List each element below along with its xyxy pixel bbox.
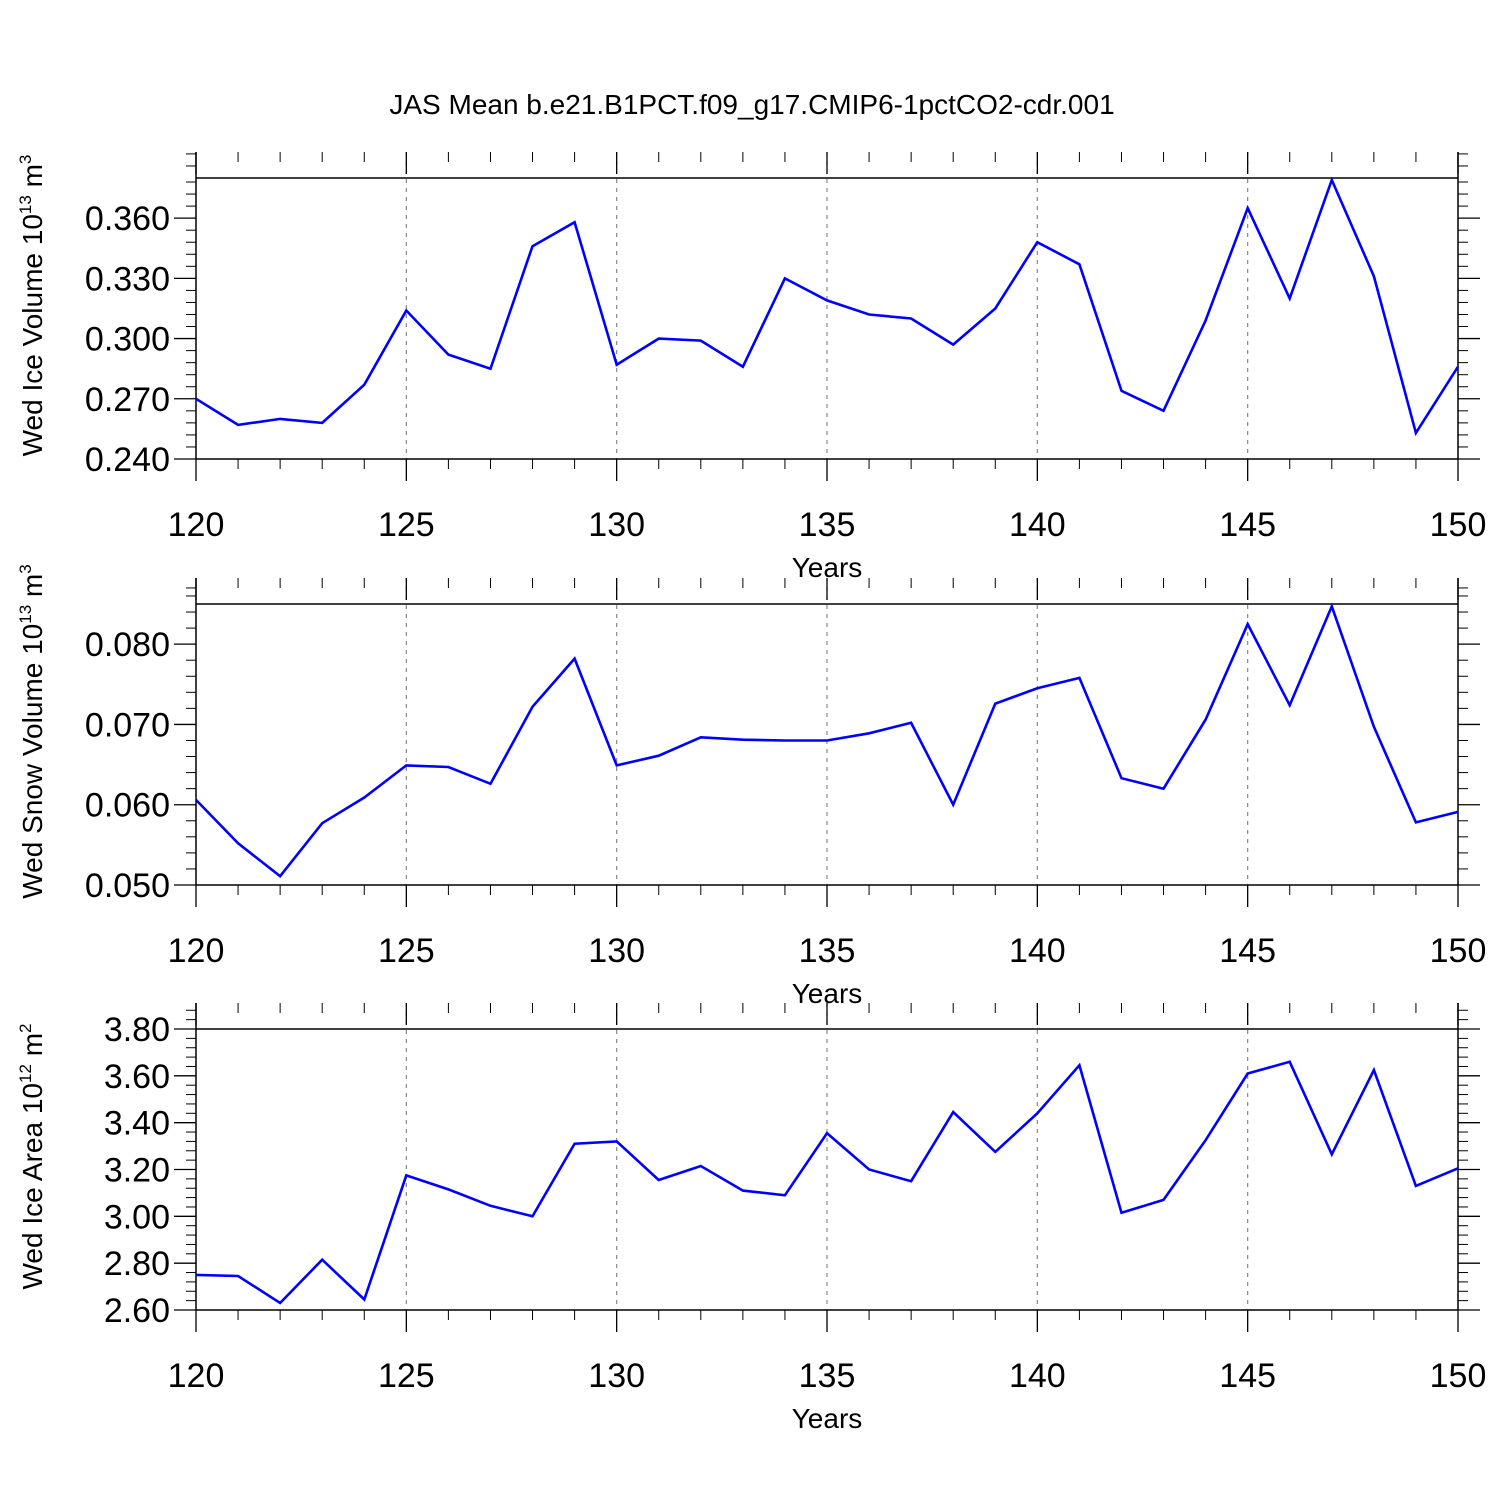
panel-3: 2.60 2.80 3.00 3.20 3.40 3.60 3.80 120 125 130 135… <box>16 1003 1486 1434</box>
x-tick-label: 130 <box>588 932 645 970</box>
x-tick-label: 120 <box>168 932 225 970</box>
x-tick-label: 150 <box>1430 506 1487 544</box>
x-tick-label: 145 <box>1219 1357 1276 1395</box>
y-tick-label: 3.00 <box>104 1198 170 1236</box>
y-tick-label: 0.270 <box>85 381 170 419</box>
series-line <box>196 606 1458 876</box>
x-tick-label: 135 <box>799 932 856 970</box>
x-axis-title: Years <box>792 1403 863 1434</box>
x-tick-label: 140 <box>1009 506 1066 544</box>
panels: 0.240 0.270 0.300 0.330 0.360 120 125 130 135 140… <box>16 152 1486 1434</box>
x-tick-label: 140 <box>1009 1357 1066 1395</box>
y-tick-label: 2.60 <box>104 1292 170 1330</box>
y-tick-label: 0.050 <box>85 867 170 905</box>
y-tick-label: 0.060 <box>85 787 170 825</box>
x-tick-label: 150 <box>1430 1357 1487 1395</box>
x-tick-label: 120 <box>168 506 225 544</box>
y-tick-label: 3.40 <box>104 1105 170 1143</box>
y-tick-label: 0.330 <box>85 260 170 298</box>
y-tick-label: 3.20 <box>104 1152 170 1190</box>
y-tick-label: 3.60 <box>104 1058 170 1096</box>
y-tick-label: 0.080 <box>85 626 170 664</box>
y-axis-title: Wed Ice Area 1012 m2 <box>16 1024 48 1290</box>
y-tick-label: 0.360 <box>85 200 170 238</box>
x-tick-label: 140 <box>1009 932 1066 970</box>
y-axis-title: Wed Ice Volume 1013 m3 <box>16 155 48 457</box>
panel-1: 0.240 0.270 0.300 0.330 0.360 120 125 130 135 140… <box>16 152 1486 583</box>
x-tick-label: 125 <box>378 506 435 544</box>
x-tick-label: 150 <box>1430 932 1487 970</box>
y-tick-label: 0.070 <box>85 706 170 744</box>
x-tick-label: 130 <box>588 1357 645 1395</box>
x-tick-label: 125 <box>378 1357 435 1395</box>
y-tick-label: 0.240 <box>85 441 170 479</box>
chart-title: JAS Mean b.e21.B1PCT.f09_g17.CMIP6-1pctC… <box>389 89 1114 120</box>
y-tick-label: 2.80 <box>104 1245 170 1283</box>
y-tick-label: 3.80 <box>104 1011 170 1049</box>
y-axis-title: Wed Snow Volume 1013 m3 <box>16 564 48 898</box>
x-tick-label: 130 <box>588 506 645 544</box>
x-tick-label: 145 <box>1219 932 1276 970</box>
x-tick-label: 125 <box>378 932 435 970</box>
panel-2: 0.050 0.060 0.070 0.080 120 125 130 135 140 145 15… <box>16 564 1486 1009</box>
x-tick-label: 120 <box>168 1357 225 1395</box>
y-tick-label: 0.300 <box>85 321 170 359</box>
x-tick-label: 135 <box>799 1357 856 1395</box>
x-tick-label: 145 <box>1219 506 1276 544</box>
x-tick-label: 135 <box>799 506 856 544</box>
